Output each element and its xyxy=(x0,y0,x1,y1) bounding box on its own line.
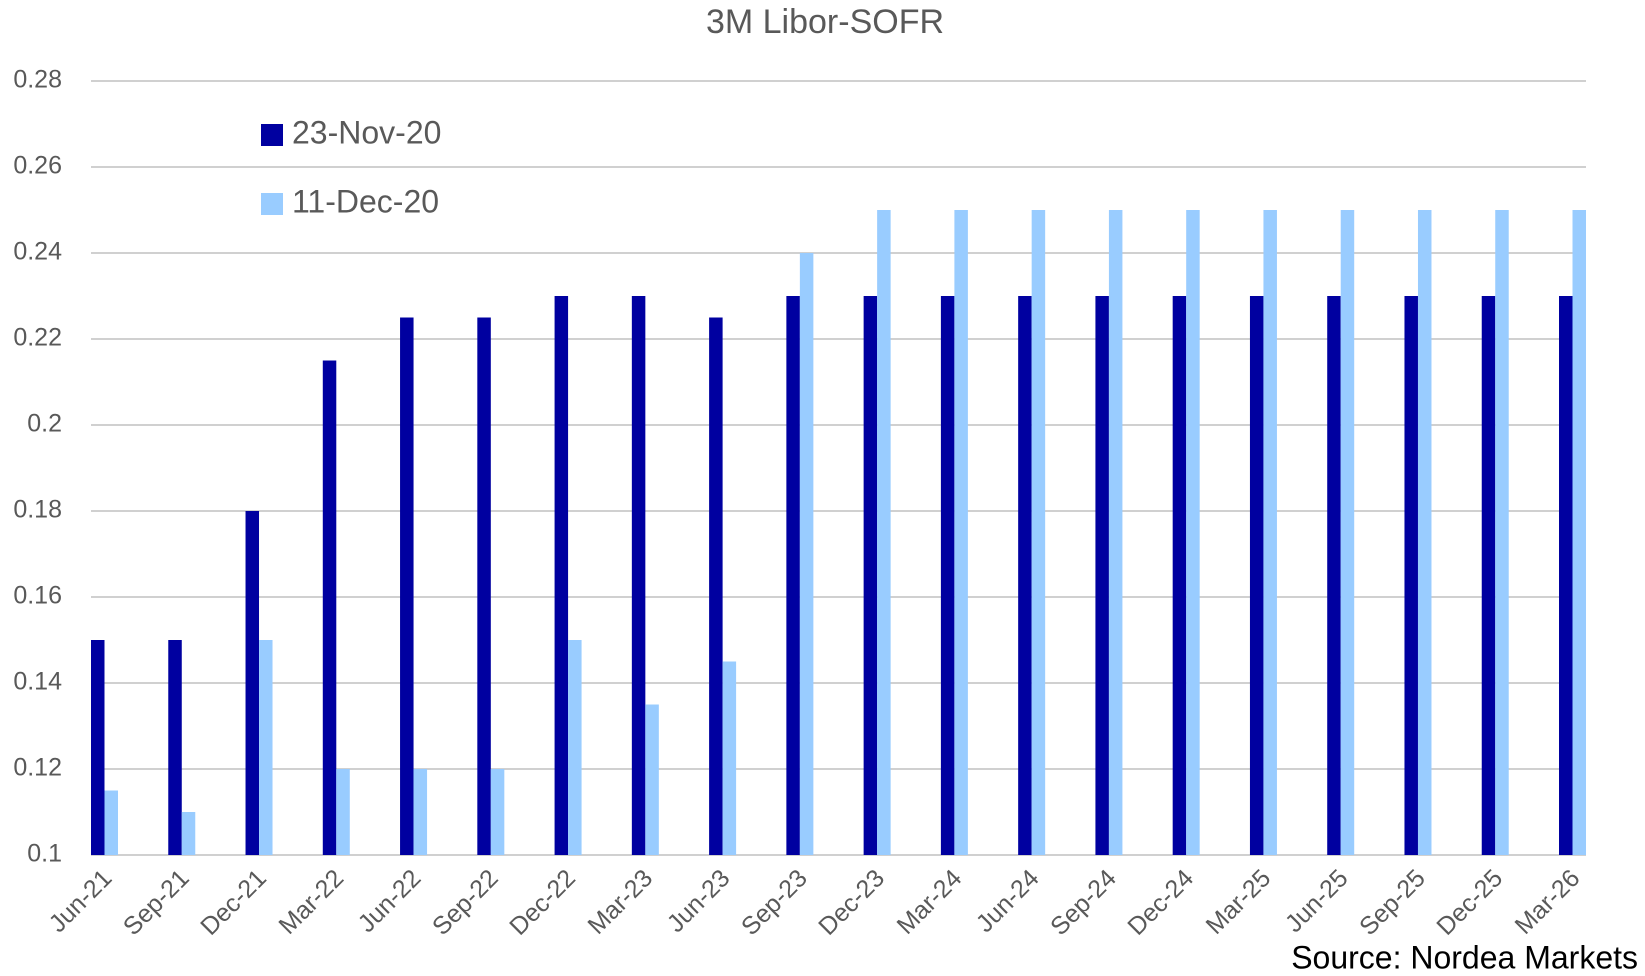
legend-swatch xyxy=(261,193,283,215)
bar xyxy=(1572,210,1586,855)
x-tick-label: Mar-25 xyxy=(1201,864,1277,940)
bar xyxy=(1559,296,1573,855)
bar xyxy=(1263,210,1277,855)
x-tick-label: Mar-26 xyxy=(1510,864,1586,940)
y-tick-label: 0.22 xyxy=(13,324,62,352)
x-tick-label: Mar-24 xyxy=(892,864,968,940)
x-tick-label: Jun-23 xyxy=(662,864,736,938)
bar xyxy=(91,640,105,855)
bar xyxy=(322,360,337,855)
bar xyxy=(799,253,814,855)
bar xyxy=(786,296,800,855)
x-tick-label: Dec-24 xyxy=(1122,864,1199,941)
x-tick-label: Dec-21 xyxy=(195,864,272,941)
bar xyxy=(259,640,273,855)
bar xyxy=(1417,210,1432,855)
bar xyxy=(1172,296,1187,855)
bar xyxy=(940,296,955,855)
bar xyxy=(181,812,196,855)
bar xyxy=(104,790,118,855)
bar xyxy=(400,317,414,855)
bar xyxy=(1404,296,1418,855)
y-tick-label: 0.24 xyxy=(13,238,62,266)
y-tick-label: 0.2 xyxy=(27,410,62,438)
bar xyxy=(863,296,878,855)
x-tick-label: Mar-22 xyxy=(273,864,349,940)
bar xyxy=(1095,296,1109,855)
y-tick-label: 0.14 xyxy=(13,668,62,696)
bar xyxy=(245,511,260,855)
bar xyxy=(1018,296,1032,855)
y-tick-label: 0.28 xyxy=(13,66,62,94)
source-note: Source: Nordea Markets xyxy=(1291,939,1638,975)
y-tick-label: 0.12 xyxy=(13,754,62,782)
bar xyxy=(631,296,646,855)
legend-swatch xyxy=(261,124,283,146)
bar xyxy=(1327,296,1341,855)
x-tick-label: Dec-25 xyxy=(1431,864,1508,941)
legend-label: 23-Nov-20 xyxy=(292,114,441,150)
bar xyxy=(645,704,659,855)
bar xyxy=(1340,210,1355,855)
bar xyxy=(877,210,891,855)
bar xyxy=(490,769,505,855)
y-tick-label: 0.1 xyxy=(27,840,62,868)
x-tick-label: Dec-23 xyxy=(813,864,890,941)
bar xyxy=(1186,210,1200,855)
bar xyxy=(709,317,723,855)
bar xyxy=(1031,210,1046,855)
y-tick-label: 0.16 xyxy=(13,582,62,610)
y-tick-label: 0.18 xyxy=(13,496,62,524)
x-tick-label: Jun-25 xyxy=(1280,864,1354,938)
x-tick-label: Dec-22 xyxy=(504,864,581,941)
chart-title: 3M Libor-SOFR xyxy=(706,3,944,41)
x-tick-label: Mar-23 xyxy=(582,864,658,940)
bar xyxy=(722,661,737,855)
bar xyxy=(336,769,350,855)
bar xyxy=(1481,296,1496,855)
bar xyxy=(1495,210,1509,855)
x-tick-label: Sep-25 xyxy=(1354,864,1431,941)
legend-label: 11-Dec-20 xyxy=(292,183,439,219)
x-tick-label: Sep-24 xyxy=(1045,864,1122,941)
y-tick-label: 0.26 xyxy=(13,152,62,180)
bar xyxy=(477,317,491,855)
x-tick-label: Sep-21 xyxy=(118,864,195,941)
x-tick-label: Sep-23 xyxy=(736,864,813,941)
x-tick-label: Jun-24 xyxy=(971,864,1045,938)
bar xyxy=(168,640,182,855)
x-tick-label: Sep-22 xyxy=(427,864,504,941)
bar xyxy=(568,640,582,855)
bar xyxy=(413,769,428,855)
bar xyxy=(954,210,968,855)
bar xyxy=(1249,296,1264,855)
bar xyxy=(1108,210,1123,855)
x-tick-label: Jun-22 xyxy=(353,864,427,938)
x-tick-label: Jun-21 xyxy=(44,864,118,938)
bar xyxy=(554,296,569,855)
